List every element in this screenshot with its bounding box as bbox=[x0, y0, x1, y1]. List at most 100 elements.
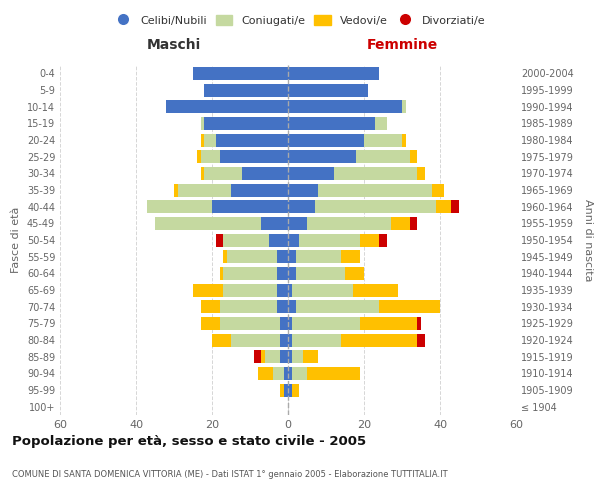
Bar bbox=[288, 250, 296, 263]
Bar bbox=[376, 117, 387, 130]
Bar bbox=[314, 200, 436, 213]
Bar bbox=[288, 384, 292, 396]
Bar bbox=[193, 284, 223, 296]
Bar bbox=[360, 317, 417, 330]
Bar bbox=[200, 317, 220, 330]
Bar bbox=[410, 150, 417, 163]
Bar bbox=[216, 234, 223, 246]
Bar bbox=[299, 234, 360, 246]
Bar bbox=[265, 350, 280, 363]
Bar bbox=[334, 167, 417, 180]
Text: COMUNE DI SANTA DOMENICA VITTORIA (ME) - Dati ISTAT 1° gennaio 2005 - Elaborazio: COMUNE DI SANTA DOMENICA VITTORIA (ME) -… bbox=[12, 470, 448, 479]
Bar bbox=[402, 100, 406, 113]
Bar bbox=[288, 300, 296, 313]
Bar bbox=[212, 334, 231, 346]
Bar bbox=[319, 184, 433, 196]
Bar bbox=[277, 267, 288, 280]
Bar bbox=[391, 217, 410, 230]
Bar bbox=[205, 134, 216, 146]
Bar bbox=[288, 84, 368, 96]
Bar bbox=[288, 100, 402, 113]
Bar bbox=[288, 234, 299, 246]
Bar bbox=[410, 217, 417, 230]
Bar bbox=[364, 134, 402, 146]
Bar bbox=[193, 67, 288, 80]
Bar bbox=[223, 234, 269, 246]
Bar bbox=[341, 334, 417, 346]
Bar bbox=[292, 367, 307, 380]
Bar bbox=[417, 317, 421, 330]
Bar bbox=[178, 184, 231, 196]
Bar bbox=[284, 384, 288, 396]
Bar bbox=[262, 350, 265, 363]
Text: Femmine: Femmine bbox=[367, 38, 437, 52]
Bar bbox=[205, 167, 242, 180]
Bar bbox=[353, 284, 398, 296]
Bar bbox=[345, 267, 364, 280]
Bar bbox=[296, 250, 341, 263]
Bar bbox=[200, 300, 220, 313]
Bar bbox=[166, 100, 288, 113]
Y-axis label: Fasce di età: Fasce di età bbox=[11, 207, 21, 273]
Bar bbox=[292, 317, 360, 330]
Bar bbox=[223, 284, 277, 296]
Bar bbox=[200, 117, 205, 130]
Bar bbox=[227, 250, 277, 263]
Bar bbox=[220, 300, 277, 313]
Bar bbox=[341, 250, 360, 263]
Bar bbox=[288, 184, 319, 196]
Bar bbox=[356, 150, 410, 163]
Bar bbox=[288, 67, 379, 80]
Bar bbox=[216, 134, 288, 146]
Bar bbox=[288, 150, 356, 163]
Bar bbox=[288, 200, 314, 213]
Bar bbox=[231, 184, 288, 196]
Bar bbox=[200, 167, 205, 180]
Bar bbox=[292, 384, 299, 396]
Bar bbox=[200, 134, 205, 146]
Bar bbox=[451, 200, 459, 213]
Bar bbox=[280, 317, 288, 330]
Bar bbox=[292, 350, 303, 363]
Bar bbox=[307, 367, 360, 380]
Bar bbox=[220, 150, 288, 163]
Bar bbox=[360, 234, 379, 246]
Bar bbox=[205, 84, 288, 96]
Bar bbox=[288, 167, 334, 180]
Legend: Celibi/Nubili, Coniugati/e, Vedovi/e, Divorziati/e: Celibi/Nubili, Coniugati/e, Vedovi/e, Di… bbox=[110, 10, 490, 30]
Bar bbox=[288, 134, 364, 146]
Bar bbox=[417, 334, 425, 346]
Bar bbox=[220, 267, 223, 280]
Bar bbox=[280, 350, 288, 363]
Bar bbox=[292, 284, 353, 296]
Bar bbox=[200, 150, 220, 163]
Bar bbox=[273, 367, 284, 380]
Bar bbox=[148, 200, 212, 213]
Text: Popolazione per età, sesso e stato civile - 2005: Popolazione per età, sesso e stato civil… bbox=[12, 435, 366, 448]
Bar bbox=[288, 350, 292, 363]
Bar bbox=[223, 267, 277, 280]
Y-axis label: Anni di nascita: Anni di nascita bbox=[583, 198, 593, 281]
Bar bbox=[296, 300, 379, 313]
Bar bbox=[174, 184, 178, 196]
Bar bbox=[257, 367, 273, 380]
Bar bbox=[288, 367, 292, 380]
Bar bbox=[220, 317, 280, 330]
Bar bbox=[277, 300, 288, 313]
Bar bbox=[277, 250, 288, 263]
Bar bbox=[436, 200, 451, 213]
Bar bbox=[223, 250, 227, 263]
Bar bbox=[288, 334, 292, 346]
Bar bbox=[242, 167, 288, 180]
Bar bbox=[288, 317, 292, 330]
Bar bbox=[288, 267, 296, 280]
Bar bbox=[205, 117, 288, 130]
Bar bbox=[197, 150, 200, 163]
Bar bbox=[307, 217, 391, 230]
Bar bbox=[212, 200, 288, 213]
Bar bbox=[269, 234, 288, 246]
Bar bbox=[288, 284, 292, 296]
Bar bbox=[262, 217, 288, 230]
Bar bbox=[379, 234, 387, 246]
Bar bbox=[277, 284, 288, 296]
